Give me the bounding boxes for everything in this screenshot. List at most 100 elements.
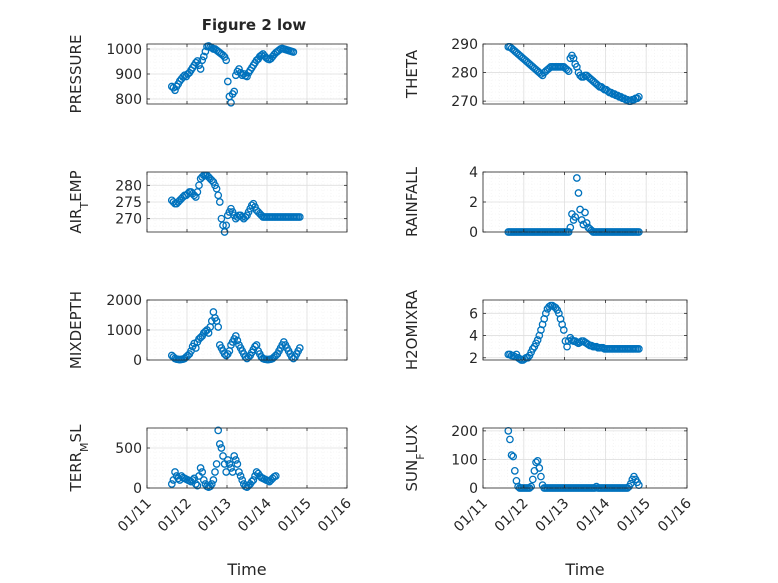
data-point [235, 468, 243, 476]
data-point [243, 72, 251, 81]
data-point [571, 213, 580, 221]
y-tick-label: 0 [133, 353, 142, 369]
data-point [527, 482, 535, 491]
data-point [227, 464, 235, 472]
y-tick-label: 6 [469, 306, 478, 322]
data-point [247, 477, 256, 486]
y-tick-label: 1000 [106, 42, 142, 58]
y-tick-label: 500 [115, 441, 142, 457]
series-markers [167, 308, 304, 364]
data-point [236, 472, 245, 480]
data-point [199, 476, 208, 484]
y-tick-label: 2 [469, 351, 478, 367]
data-point [238, 213, 247, 221]
data-point [215, 440, 224, 448]
y-tick-label: 2000 [106, 293, 142, 309]
data-point [533, 457, 542, 465]
data-point [219, 452, 227, 460]
series-markers [504, 43, 643, 105]
y-axis-label: RAINFALL [403, 166, 421, 237]
data-point [574, 189, 583, 197]
data-point [581, 208, 589, 217]
y-tick-label: 100 [451, 452, 478, 468]
data-point [289, 48, 298, 56]
y-tick-label: 280 [115, 178, 142, 194]
y-axis-label: PRESSURE [67, 35, 85, 114]
subplot-6: 2 4 6 H2OMIXRA [403, 289, 688, 370]
data-point [582, 219, 591, 227]
y-tick-label: 200 [451, 424, 478, 440]
data-point [193, 57, 202, 65]
y-tick-label: 290 [451, 37, 478, 53]
data-point [238, 476, 247, 484]
data-point [215, 198, 224, 206]
series-markers [167, 171, 304, 236]
series-markers [167, 42, 298, 107]
figure-title: Figure 2 low [202, 16, 307, 34]
y-axis-label: MIXDEPTH [67, 291, 85, 369]
data-point [535, 464, 544, 472]
axes-box [146, 427, 348, 489]
y-axis-label: TERRMSL [67, 424, 91, 493]
data-point [209, 476, 218, 484]
data-point [233, 460, 242, 468]
data-point [510, 467, 519, 475]
data-point [235, 65, 243, 73]
data-point [295, 213, 304, 221]
data-point [635, 345, 643, 353]
y-axis-label: THETA [403, 49, 421, 99]
subplot-1: 800 900 1000 PRESSURE [67, 35, 348, 114]
series-markers [167, 426, 280, 492]
data-point [533, 336, 542, 344]
subplot-5: 0 1000 2000 MIXDEPTH [67, 291, 348, 369]
data-point [532, 458, 540, 467]
y-tick-label: 4 [469, 329, 478, 345]
y-axis-label: AIRTEMP [67, 170, 91, 233]
data-point [191, 193, 200, 201]
x-axis-label: Time [226, 560, 266, 579]
data-point [572, 174, 581, 182]
y-tick-label: 270 [115, 212, 142, 228]
y-tick-label: 4 [469, 165, 478, 181]
data-point [198, 56, 207, 65]
subplot-4: 0 2 4 RAINFALL [403, 165, 688, 241]
data-point [541, 309, 550, 318]
data-point [231, 456, 240, 464]
data-point [563, 65, 571, 74]
x-axis-label: Time [564, 560, 604, 579]
data-point [559, 326, 568, 334]
data-point [211, 468, 219, 476]
data-point [222, 221, 231, 230]
data-point [249, 476, 258, 484]
data-point [564, 67, 573, 75]
subplot-2: 270 280 290 THETA [403, 37, 688, 110]
data-point [222, 56, 231, 65]
data-point [230, 87, 239, 96]
y-axis-label: SUNFLUX [403, 425, 427, 492]
y-tick-label: 0 [133, 481, 142, 497]
data-point [212, 460, 221, 468]
data-point [233, 336, 242, 345]
data-point [201, 47, 210, 56]
data-point [225, 460, 234, 468]
data-point [509, 452, 518, 461]
data-point [295, 344, 304, 352]
data-point [507, 451, 516, 459]
data-point [196, 65, 205, 73]
data-point [167, 480, 176, 488]
data-point [171, 468, 179, 476]
data-point [214, 323, 223, 331]
data-point [223, 456, 232, 464]
y-tick-label: 0 [469, 225, 478, 241]
data-point [238, 71, 247, 80]
y-tick-label: 275 [115, 195, 142, 211]
data-point [193, 481, 202, 490]
data-point [635, 93, 643, 101]
data-point [217, 444, 226, 452]
y-tick-label: 1000 [106, 323, 142, 339]
data-point [566, 223, 575, 232]
y-tick-label: 900 [115, 67, 142, 83]
